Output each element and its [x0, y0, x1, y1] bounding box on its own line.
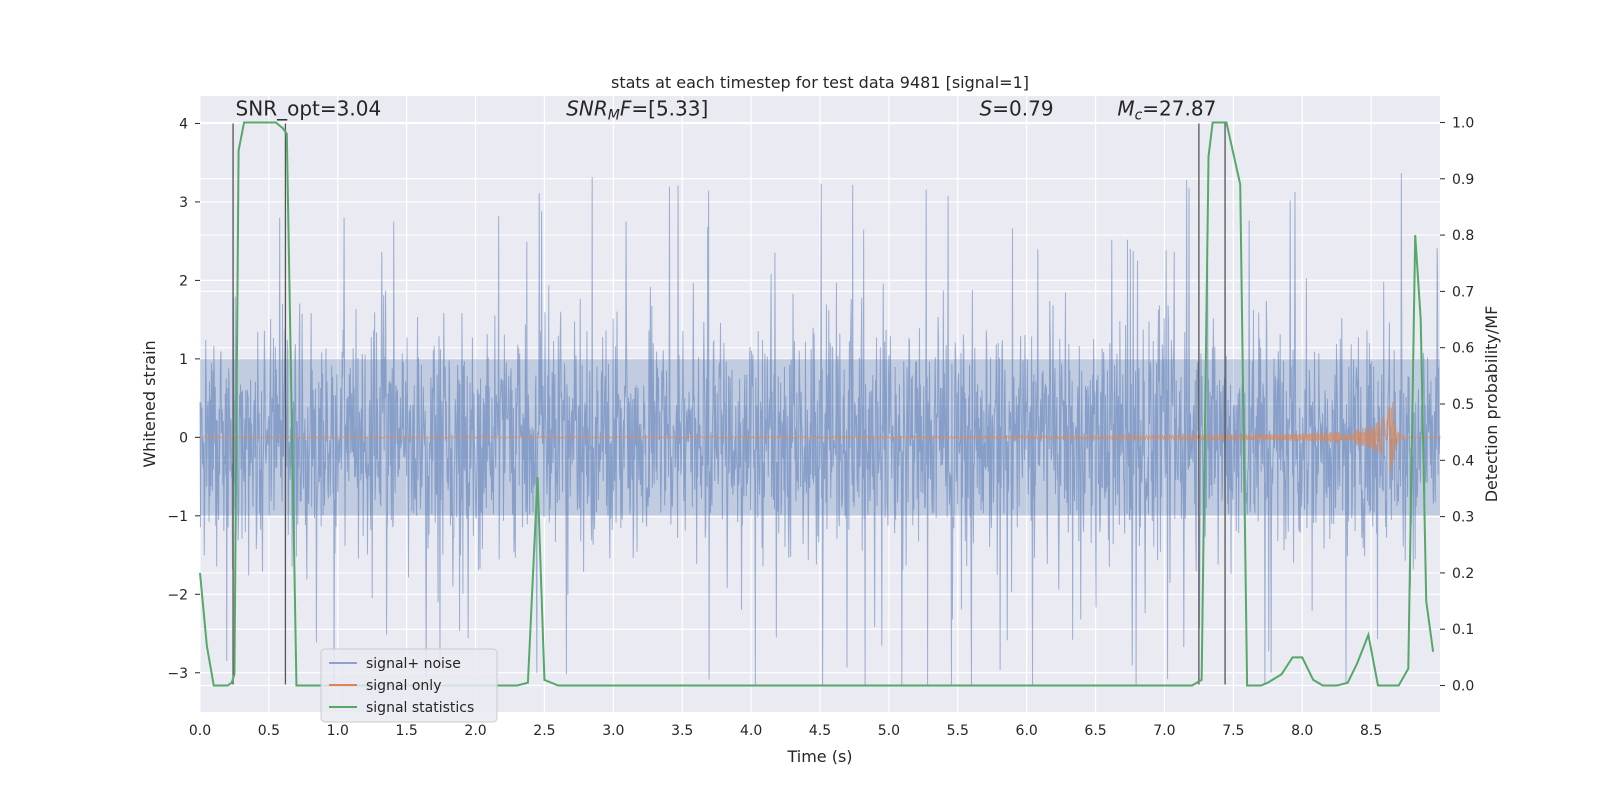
- y-right-tick-label-10: 1.0: [1452, 115, 1474, 131]
- y-axis-ticks: −3 −2 −1 0 1 2 3 4: [167, 116, 200, 682]
- y-tick-label-4: 1: [179, 352, 188, 368]
- x-tick-label-17: 8.5: [1360, 723, 1382, 739]
- legend-label-0: signal+ noise: [366, 656, 461, 672]
- y-right-tick-label-3: 0.3: [1452, 510, 1474, 526]
- y-right-tick-label-6: 0.6: [1452, 341, 1474, 357]
- chirp-line: [199, 402, 1440, 474]
- x-axis-label: Time (s): [786, 747, 852, 766]
- y-tick-label-6: 3: [179, 195, 188, 211]
- y-right-tick-label-5: 0.5: [1452, 397, 1474, 413]
- x-tick-label-12: 6.0: [1016, 723, 1038, 739]
- y-right-tick-label-1: 0.1: [1452, 622, 1474, 638]
- y-tick-label-2: −1: [167, 509, 188, 525]
- x-tick-label-9: 4.5: [809, 723, 831, 739]
- x-tick-label-4: 2.0: [464, 723, 486, 739]
- y-tick-label-0: −3: [167, 666, 188, 682]
- x-tick-label-5: 2.5: [533, 723, 555, 739]
- signal-statistics-series: [199, 121, 1435, 687]
- y-right-tick-label-0: 0.0: [1452, 679, 1474, 695]
- y-tick-label-1: −2: [167, 587, 188, 603]
- x-tick-label-15: 7.5: [1222, 723, 1244, 739]
- x-tick-label-16: 8.0: [1291, 723, 1313, 739]
- x-axis-ticks: 0.0 0.5 1.0 1.5 2.0 2.5 3.0 3.5 4.0 4.5 5.0 5.5 6.0 6…: [189, 723, 1382, 739]
- annotation-1: SNRMF=[5.33]: [566, 97, 708, 124]
- legend-label-1: signal only: [366, 678, 441, 694]
- y-tick-label-5: 2: [179, 273, 188, 289]
- y-right-tick-label-7: 0.7: [1452, 284, 1474, 300]
- annotation-0: SNR_opt=3.04: [236, 97, 382, 121]
- y-axis-label: Whitened strain: [140, 340, 159, 467]
- annotation-2: S=0.79: [980, 97, 1054, 121]
- x-tick-label-11: 5.5: [947, 723, 969, 739]
- y-axis-right-label: Detection probability/MF: [1482, 306, 1501, 503]
- x-tick-label-2: 1.0: [327, 723, 349, 739]
- chart-title: stats at each timestep for test data 948…: [611, 73, 1029, 92]
- x-tick-label-14: 7.0: [1153, 723, 1175, 739]
- y-tick-label-3: 0: [179, 430, 188, 446]
- y-axis-right-ticks: 0.0 0.1 0.2 0.3 0.4 0.5 0.6 0.7 0.8 0.9 1.0: [1440, 115, 1474, 695]
- x-tick-label-0: 0.0: [189, 723, 211, 739]
- vertical-markers: [232, 123, 1226, 685]
- annotation-3: Mc=27.87: [1117, 97, 1216, 124]
- legend: signal+ noise signal only signal statistic…: [320, 648, 498, 723]
- x-tick-label-1: 0.5: [258, 723, 280, 739]
- x-tick-label-3: 1.5: [396, 723, 418, 739]
- x-tick-label-10: 5.0: [878, 723, 900, 739]
- x-tick-label-13: 6.5: [1084, 723, 1106, 739]
- statistics-line: [199, 121, 1435, 687]
- y-right-tick-label-2: 0.2: [1452, 566, 1474, 582]
- x-tick-label-6: 3.0: [602, 723, 624, 739]
- x-tick-label-7: 3.5: [671, 723, 693, 739]
- y-tick-label-7: 4: [179, 116, 188, 132]
- legend-label-2: signal statistics: [366, 700, 474, 716]
- noise-line: [199, 173, 1441, 685]
- annotations: SNR_opt=3.04 SNRMF=[5.33] S=0.79 Mc=27.87: [236, 97, 1217, 124]
- y-right-tick-label-8: 0.8: [1452, 228, 1474, 244]
- y-right-tick-label-9: 0.9: [1452, 172, 1474, 188]
- legend-box: [320, 648, 498, 723]
- y-right-tick-label-4: 0.4: [1452, 453, 1474, 469]
- x-tick-label-8: 4.0: [740, 723, 762, 739]
- signal-only-series: [199, 402, 1440, 474]
